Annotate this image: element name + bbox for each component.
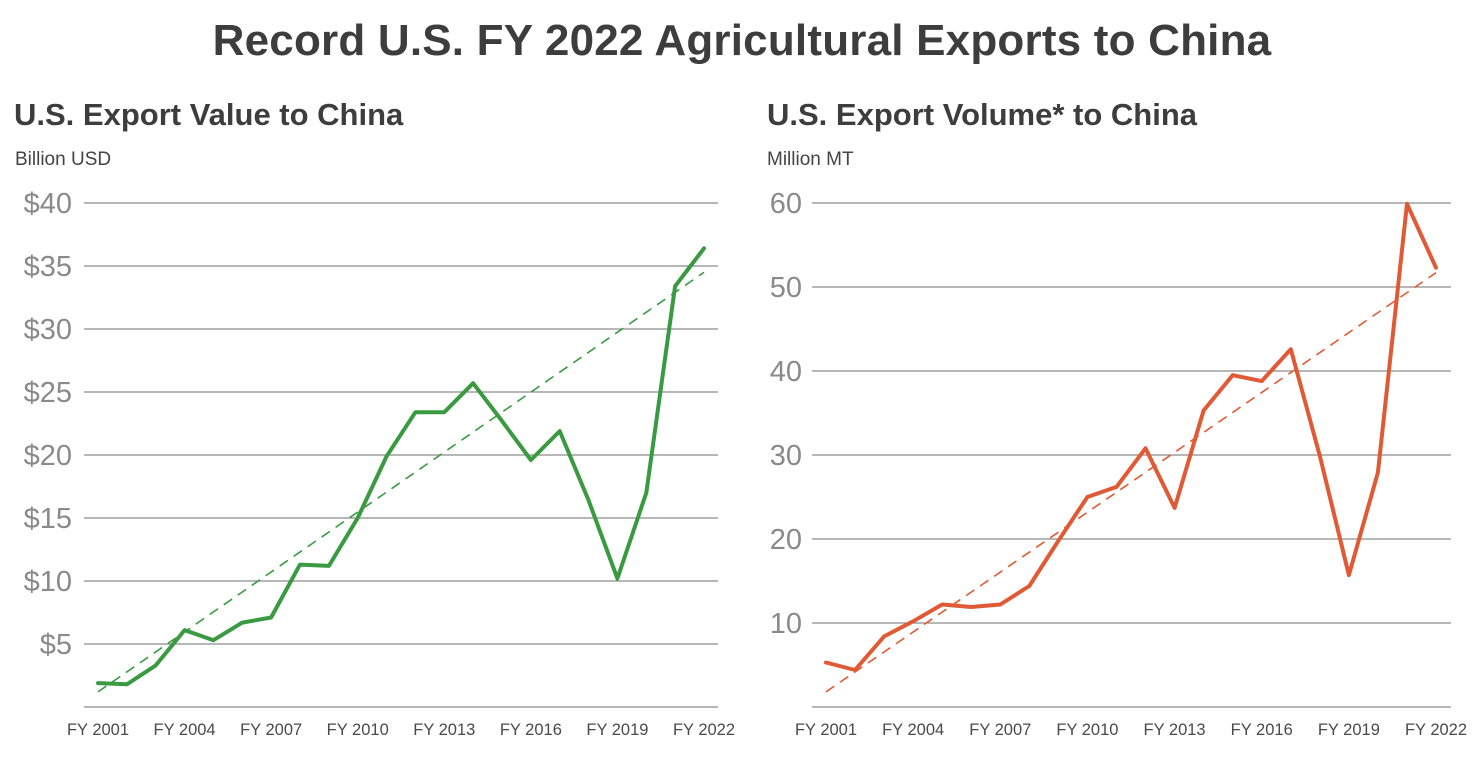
volume-ytick-label: 50 — [770, 272, 802, 304]
volume-ytick-label: 10 — [770, 608, 802, 640]
value-chart-unit: Billion USD — [15, 149, 112, 170]
volume-xtick-label: FY 2022 — [1405, 721, 1467, 739]
value-xtick-label: FY 2010 — [327, 721, 389, 739]
value-xtick-label: FY 2019 — [586, 721, 648, 739]
volume-chart-title: U.S. Export Volume* to China — [767, 97, 1198, 132]
value-xtick-label: FY 2007 — [240, 721, 302, 739]
volume-data-point — [1347, 573, 1351, 577]
volume-data-point — [998, 603, 1002, 607]
volume-ytick-label: 40 — [770, 356, 802, 388]
volume-xtick-label: FY 2016 — [1231, 721, 1293, 739]
volume-data-point — [853, 668, 857, 672]
volume-ytick-label: 60 — [770, 188, 802, 220]
value-series-line — [96, 246, 706, 687]
value-xtick-label: FY 2013 — [413, 721, 475, 739]
volume-data-point — [1114, 485, 1118, 489]
value-xtick-label: FY 2004 — [154, 721, 216, 739]
volume-chart-unit: Million MT — [767, 149, 854, 170]
volume-data-point — [1434, 266, 1438, 270]
value-ytick-label: $35 — [24, 251, 72, 283]
volume-data-point — [1260, 379, 1264, 383]
main-title: Record U.S. FY 2022 Agricultural Exports… — [212, 16, 1272, 65]
volume-xtick-label: FY 2013 — [1144, 721, 1206, 739]
volume-data-point — [882, 634, 886, 638]
volume-xtick-label: FY 2019 — [1318, 721, 1380, 739]
volume-xtick-label: FY 2001 — [795, 721, 857, 739]
volume-data-point — [969, 605, 973, 609]
volume-data-point — [1405, 202, 1409, 206]
value-xtick-label: FY 2022 — [673, 721, 735, 739]
value-ytick-label: $5 — [40, 629, 72, 661]
value-ytick-label: $20 — [24, 440, 72, 472]
volume-trendline — [825, 272, 1437, 693]
volume-data-point — [1376, 471, 1380, 475]
volume-data-point — [824, 660, 828, 664]
value-trendline — [97, 271, 705, 693]
volume-series-line — [824, 201, 1438, 672]
value-chart-title: U.S. Export Value to China — [14, 97, 404, 132]
value-ytick-label: $40 — [24, 188, 72, 220]
volume-data-point — [1027, 584, 1031, 588]
volume-data-point — [1085, 495, 1089, 499]
volume-data-point — [1144, 446, 1148, 450]
volume-data-point — [1056, 539, 1060, 543]
value-ytick-label: $25 — [24, 377, 72, 409]
volume-xtick-label: FY 2010 — [1056, 721, 1118, 739]
volume-xtick-label: FY 2004 — [882, 721, 944, 739]
volume-ytick-label: 20 — [770, 524, 802, 556]
volume-data-point — [911, 619, 915, 623]
value-ytick-label: $15 — [24, 503, 72, 535]
volume-data-point — [1202, 408, 1206, 412]
value-xtick-label: FY 2016 — [500, 721, 562, 739]
value-ytick-label: $10 — [24, 566, 72, 598]
volume-data-point — [1289, 347, 1293, 351]
volume-data-point — [1231, 373, 1235, 377]
volume-data-point — [940, 603, 944, 607]
value-xtick-label: FY 2001 — [67, 721, 129, 739]
volume-ytick-label: 30 — [770, 440, 802, 472]
volume-data-point — [1173, 506, 1177, 510]
volume-data-point — [1318, 454, 1322, 458]
volume-xtick-label: FY 2007 — [969, 721, 1031, 739]
value-ytick-label: $30 — [24, 314, 72, 346]
